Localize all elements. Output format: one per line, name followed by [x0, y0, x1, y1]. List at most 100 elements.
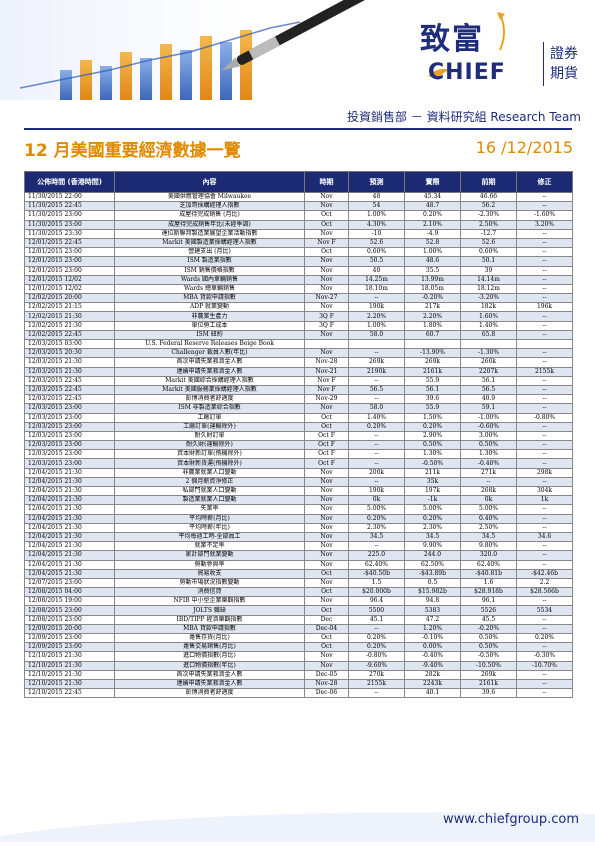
previous-cell: 2.50%: [460, 522, 517, 533]
indicator-cell: 勞動市場狀況指數變動: [114, 577, 305, 589]
previous-cell: 182k: [460, 302, 517, 313]
actual-cell: -13.90%: [404, 348, 461, 359]
previous-cell: 271k: [460, 467, 517, 478]
release-time-cell: 12/04/2015 21:30: [24, 476, 115, 488]
previous-cell: -1.00%: [460, 412, 517, 423]
indicator-cell: 彭博消費者舒適度: [114, 394, 305, 405]
indicator-cell: 營建支出 (月比): [114, 247, 305, 258]
actual-cell: -4.9: [404, 228, 461, 239]
header-chart-illustration: [0, 0, 505, 100]
period-cell: Nov: [304, 302, 349, 313]
release-time-cell: 12/10/2015 21:30: [24, 651, 115, 662]
table-row: 12/04/2015 21:30 私部門就業人口變動 Nov 190k 197k 268k…: [24, 485, 573, 497]
indicator-cell: 美國供應管理協會 Milwaukee: [114, 191, 305, 203]
release-time-cell: 12/03/2015 21:30: [24, 357, 115, 368]
indicator-cell: 單位勞工成本: [114, 320, 305, 331]
column-header: 公佈時間 (香港時間): [24, 171, 115, 193]
release-time-cell: 12/03/2015 22:45: [24, 375, 115, 386]
actual-cell: 0.5: [404, 577, 461, 589]
economic-data-table-container: 公佈時間 (香港時間) 內容 時期 預測 實際 前期 修正 11/30/2015 22:00…: [24, 171, 573, 699]
actual-cell: 9.90%: [404, 541, 461, 552]
indicator-cell: 首次申請失業救濟金人數: [114, 669, 305, 680]
period-cell: Nov-27: [304, 293, 349, 304]
period-cell: Dec-04: [304, 623, 349, 635]
table-row: 11/30/2015 22:45 芝加哥採購經理人指數 Nov 54 48.7 56.2-…: [24, 201, 573, 212]
footer-swoosh: [0, 812, 595, 842]
actual-cell: -0.40%: [404, 651, 461, 662]
previous-cell: 56.5: [460, 384, 517, 396]
revision-cell: --: [516, 357, 573, 368]
column-header: 內容: [114, 171, 305, 193]
column-header: 實際: [404, 171, 461, 193]
header-divider: [24, 128, 572, 130]
release-time-cell: 12/08/2015 19:00: [24, 596, 115, 607]
actual-cell: 60.7: [404, 329, 461, 341]
forecast-cell: --: [348, 430, 405, 442]
period-cell: Nov: [304, 201, 349, 212]
release-time-cell: 12/10/2015 21:30: [24, 660, 115, 671]
previous-cell: -0.50%: [460, 651, 517, 662]
forecast-cell: --: [348, 688, 405, 699]
period-cell: 3Q F: [304, 320, 349, 331]
period-cell: Nov: [304, 531, 349, 543]
revision-cell: --: [516, 329, 573, 341]
release-time-cell: 11/30/2015 22:00: [24, 191, 115, 203]
column-header: 預測: [348, 171, 405, 193]
actual-cell: 48.6: [404, 256, 461, 267]
logo-divider: [543, 42, 544, 86]
revision-cell: --: [516, 274, 573, 285]
previous-cell: 56.2: [460, 201, 517, 212]
revision-cell: --: [516, 688, 573, 699]
period-cell: Oct: [304, 568, 349, 579]
forecast-cell: 50.5: [348, 256, 405, 267]
release-time-cell: 12/03/2015 22:45: [24, 384, 115, 396]
release-time-cell: 12/08/2015 04:00: [24, 587, 115, 598]
table-row: 12/08/2015 04:00 消費信貸 Oct $20.000b $15.982b $…: [24, 587, 573, 598]
forecast-cell: 0.20%: [348, 421, 405, 432]
release-time-cell: 11/30/2015 23:30: [24, 228, 115, 239]
forecast-cell: 0k: [348, 495, 405, 506]
period-cell: Oct: [304, 587, 349, 598]
header-banner: [0, 0, 595, 132]
revision-cell: --: [516, 440, 573, 451]
revision-cell: --: [516, 247, 573, 258]
period-cell: Nov: [304, 651, 349, 662]
indicator-cell: 連續申請失業救濟金人數: [114, 366, 305, 377]
release-time-cell: 12/04/2015 21:30: [24, 467, 115, 478]
release-time-cell: 12/04/2015 21:30: [24, 513, 115, 524]
forecast-cell: -0.80%: [348, 651, 405, 662]
revision-cell: -0.80%: [516, 412, 573, 423]
table-row: 12/09/2015 23:00 躉售交易銷售(月比) Oct 0.20% 0.00% 0…: [24, 642, 573, 653]
forecast-cell: 1.00%: [348, 320, 405, 331]
period-cell: Oct: [304, 412, 349, 423]
period-cell: Nov: [304, 476, 349, 488]
table-row: 12/04/2015 21:30 非農業就業人口變動 Nov 200k 211k 271k…: [24, 467, 573, 478]
previous-cell: 62.40%: [460, 559, 517, 570]
indicator-cell: Challenger 裁員人數(年比): [114, 348, 305, 359]
indicator-cell: 資本財新貨運(飛機除外): [114, 458, 305, 469]
previous-cell: 2.50%: [460, 219, 517, 230]
release-time-cell: 12/01/2015 23:00: [24, 247, 115, 258]
previous-cell: 96.1: [460, 596, 517, 607]
actual-cell: 197k: [404, 485, 461, 497]
indicator-cell: 勞動參與率: [114, 559, 305, 570]
revision-cell: --: [516, 394, 573, 405]
period-cell: Oct F: [304, 458, 349, 469]
release-time-cell: 12/02/2015 21:15: [24, 302, 115, 313]
indicator-cell: 失業率: [114, 504, 305, 515]
indicator-cell: 成屋待完成銷售 (月比): [114, 210, 305, 221]
previous-cell: 0.50%: [460, 642, 517, 653]
table-row: 12/04/2015 21:30 平均時薪(月比) Nov 0.20% 0.20% 0.4…: [24, 513, 573, 524]
period-cell: Oct: [304, 632, 349, 644]
release-time-cell: 12/03/2015 23:00: [24, 449, 115, 460]
actual-cell: -9.40%: [404, 660, 461, 671]
previous-cell: 1.30%: [460, 449, 517, 460]
table-row: 12/02/2015 21:30 非農業生產力 3Q F 2.20% 2.20% 1.60…: [24, 311, 573, 322]
release-time-cell: 12/04/2015 21:30: [24, 531, 115, 543]
table-row: 11/30/2015 23:30 達拉斯聯邦製造業展望企業活動指數 Nov -10 -4…: [24, 228, 573, 239]
actual-cell: -0.10%: [404, 632, 461, 644]
logo-subtitle: 證券 期貨: [550, 44, 578, 84]
footer-url-link[interactable]: www.chiefgroup.com: [442, 812, 579, 827]
forecast-cell: 190k: [348, 485, 405, 497]
revision-cell: --: [516, 191, 573, 203]
